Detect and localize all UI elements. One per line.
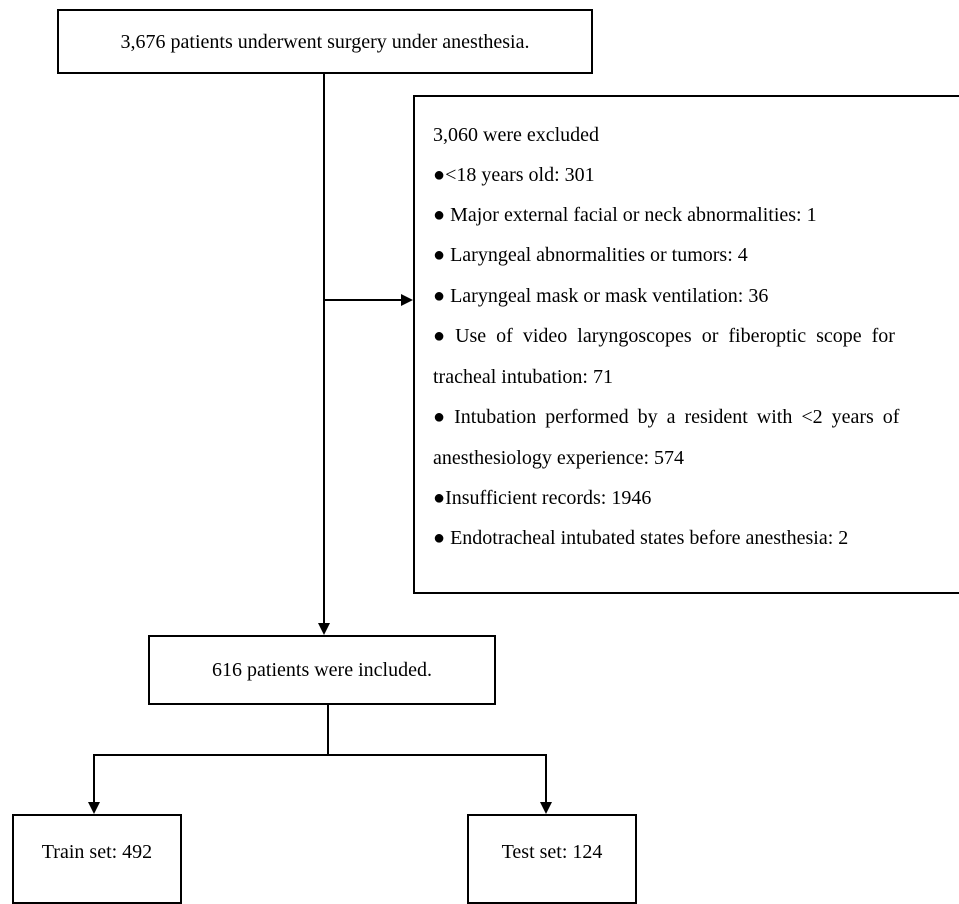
excluded-heading: 3,060 were excluded <box>433 124 600 146</box>
excluded-item: ● Major external facial or neck abnormal… <box>433 204 817 226</box>
excluded-item-continuation: anesthesiology experience: 574 <box>433 447 685 469</box>
excluded-item: ●Insufficient records: 1946 <box>433 487 652 509</box>
excluded-item: ● Intubation performed by a resident wit… <box>433 406 900 428</box>
excluded-item: ● Use of video laryngoscopes or fiberopt… <box>433 325 895 347</box>
test-set-text: Test set: 124 <box>501 841 603 863</box>
excluded-box: 3,060 were excluded ●<18 years old: 301 … <box>413 95 959 594</box>
excluded-item: ● Endotracheal intubated states before a… <box>433 527 849 549</box>
included-box: 616 patients were included. <box>148 635 496 705</box>
excluded-item: ● Laryngeal mask or mask ventilation: 36 <box>433 285 769 307</box>
test-set-box: Test set: 124 <box>467 814 637 904</box>
included-text: 616 patients were included. <box>212 659 432 681</box>
excluded-item: ● Laryngeal abnormalities or tumors: 4 <box>433 244 748 266</box>
enrolled-box: 3,676 patients underwent surgery under a… <box>57 9 593 74</box>
excluded-item: ●<18 years old: 301 <box>433 164 595 186</box>
excluded-item-continuation: tracheal intubation: 71 <box>433 366 613 388</box>
train-set-box: Train set: 492 <box>12 814 182 904</box>
enrolled-text: 3,676 patients underwent surgery under a… <box>120 30 530 53</box>
train-set-text: Train set: 492 <box>41 841 153 863</box>
